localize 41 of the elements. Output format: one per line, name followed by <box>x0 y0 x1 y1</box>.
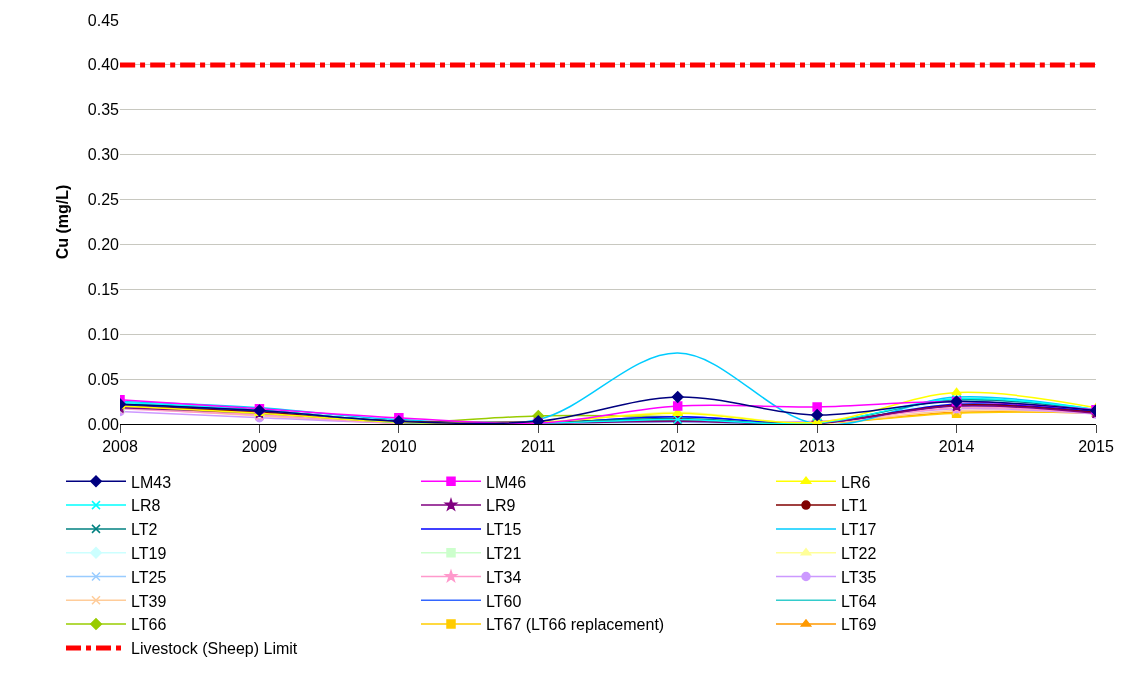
y-tick-label: 0.05 <box>87 370 120 388</box>
legend-label: LT15 <box>486 521 522 539</box>
y-tick-label: 0.10 <box>87 325 120 343</box>
x-tick-label: 2010 <box>381 438 417 456</box>
legend-label: LT69 <box>841 616 877 634</box>
x-tick-label: 2014 <box>938 438 975 456</box>
y-tick-label: 0.20 <box>87 236 120 254</box>
legend-label: LR8 <box>131 497 161 515</box>
y-axis-title: Cu (mg/L) <box>53 184 71 260</box>
legend-label: LT21 <box>486 544 522 562</box>
legend-label: LT39 <box>131 592 167 610</box>
y-tick-label: 0.00 <box>87 415 120 433</box>
y-tick-label: 0.45 <box>87 11 120 29</box>
y-tick-label: 0.35 <box>87 101 120 119</box>
legend-label: LT1 <box>841 497 868 515</box>
legend-label: LT60 <box>486 592 522 610</box>
legend-label: LT17 <box>841 521 877 539</box>
legend-label: LT19 <box>131 544 167 562</box>
legend-label: LM43 <box>131 473 172 491</box>
legend-label: LT66 <box>131 616 167 634</box>
legend-label: LT35 <box>841 568 877 586</box>
legend-label: LT64 <box>841 592 877 610</box>
legend-label: Livestock (Sheep) Limit <box>131 640 298 658</box>
x-tick-label: 2009 <box>241 438 278 456</box>
y-tick-label: 0.30 <box>87 146 120 164</box>
x-tick-label: 2011 <box>521 438 556 456</box>
legend-label: LT2 <box>131 521 158 539</box>
legend-label: LT25 <box>131 568 167 586</box>
x-tick-label: 2008 <box>102 438 138 456</box>
y-tick-label: 0.40 <box>87 56 120 74</box>
legend-label: LT67 (LT66 replacement) <box>486 616 665 634</box>
y-tick-label: 0.15 <box>87 280 120 298</box>
legend-label: LT22 <box>841 544 877 562</box>
y-tick-label: 0.25 <box>87 191 120 209</box>
legend-label: LR6 <box>841 473 871 491</box>
legend-label: LT34 <box>486 568 522 586</box>
legend-label: LM46 <box>486 473 527 491</box>
x-tick-label: 2015 <box>1078 438 1114 456</box>
x-tick-label: 2013 <box>799 438 836 456</box>
x-tick-label: 2012 <box>659 438 696 456</box>
legend-label: LR9 <box>486 497 516 515</box>
